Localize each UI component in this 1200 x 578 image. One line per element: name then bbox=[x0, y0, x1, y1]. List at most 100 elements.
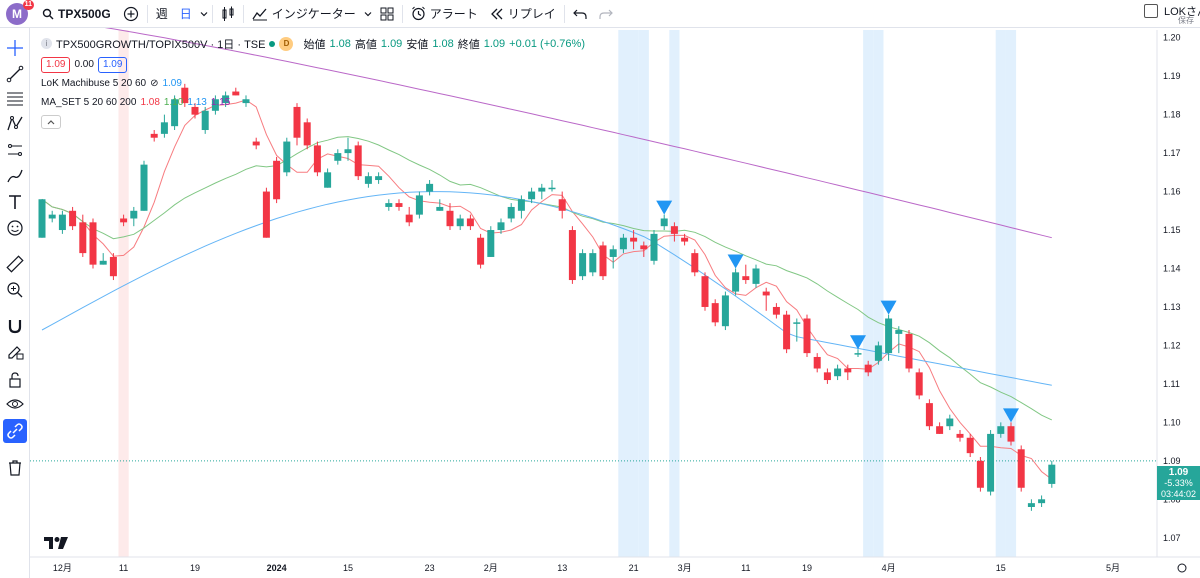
highlight-zone bbox=[628, 30, 639, 557]
brush-tool[interactable] bbox=[3, 164, 27, 188]
pattern-tool[interactable] bbox=[3, 112, 27, 136]
candle-body bbox=[242, 99, 250, 104]
price-tick-label: 1.09 bbox=[1163, 456, 1181, 466]
delayed-badge[interactable]: D bbox=[279, 36, 294, 51]
candle-body bbox=[415, 195, 423, 215]
text-tool[interactable] bbox=[3, 190, 27, 214]
candle-body bbox=[426, 183, 434, 192]
buy-price[interactable]: 1.09 bbox=[97, 56, 128, 73]
candle-body bbox=[89, 222, 97, 265]
settings-icon bbox=[1177, 563, 1187, 573]
collapse-legend-button[interactable] bbox=[41, 114, 61, 129]
text-icon bbox=[9, 195, 21, 209]
chart-legend: i TPX500GROWTH/TOPIX500V · 1日 · TSE D 始値… bbox=[41, 34, 585, 131]
candle-body bbox=[548, 187, 556, 190]
divider bbox=[146, 4, 148, 23]
candle-body bbox=[762, 291, 770, 296]
indicators-dropdown[interactable] bbox=[362, 0, 374, 28]
symbol-title[interactable]: TPX500GROWTH/TOPIX500V · 1日 · TSE bbox=[56, 38, 266, 51]
highlight-zone bbox=[1005, 30, 1017, 557]
candle-body bbox=[313, 145, 321, 173]
compare-button[interactable] bbox=[117, 0, 145, 28]
avatar-letter: M bbox=[12, 6, 22, 21]
indicators-button[interactable]: インジケーター bbox=[246, 0, 362, 28]
price-tick-label: 1.19 bbox=[1163, 71, 1181, 81]
magnet-tool[interactable] bbox=[3, 314, 27, 338]
visibility-tool[interactable] bbox=[3, 392, 27, 416]
user-avatar[interactable]: M 11 bbox=[6, 0, 34, 25]
candle-body bbox=[976, 460, 984, 488]
info-icon[interactable]: i bbox=[41, 38, 52, 49]
interval-day[interactable]: 日 bbox=[174, 0, 198, 28]
trendline-tool[interactable] bbox=[3, 62, 27, 86]
tradingview-logo[interactable] bbox=[44, 536, 68, 553]
time-tick-label: 19 bbox=[190, 563, 200, 573]
layouts-button[interactable] bbox=[374, 0, 400, 28]
divider bbox=[563, 4, 565, 23]
candle-body bbox=[874, 345, 882, 361]
account-name[interactable]: LOKさん bbox=[1164, 6, 1200, 18]
indicator-legend-2[interactable]: MA_SET 5 20 60 200 1.08 1.10 1.13 1.15 bbox=[41, 93, 585, 112]
ma200-line bbox=[41, 18, 1052, 239]
interval-dropdown[interactable] bbox=[198, 0, 210, 28]
candle-body bbox=[640, 245, 648, 250]
candle-body bbox=[956, 433, 964, 438]
indicators-label: インジケーター bbox=[271, 7, 356, 21]
candle-body bbox=[487, 230, 495, 257]
candle-body bbox=[1027, 503, 1035, 507]
high-label: 高値 bbox=[354, 38, 377, 51]
grid-icon bbox=[380, 7, 394, 20]
undo-icon bbox=[572, 9, 587, 19]
drawing-toolbar bbox=[0, 28, 30, 578]
time-tick-label: 15 bbox=[996, 563, 1006, 573]
interval-week-label: 週 bbox=[155, 7, 168, 21]
replay-button[interactable]: リプレイ bbox=[484, 0, 562, 28]
zoom-tool[interactable] bbox=[3, 278, 27, 302]
fib-tool[interactable] bbox=[3, 86, 27, 110]
eye-icon bbox=[6, 399, 24, 409]
sell-signal-marker bbox=[656, 200, 673, 215]
candle-body bbox=[558, 199, 566, 211]
alert-button[interactable]: アラート bbox=[405, 0, 484, 28]
delete-tool[interactable] bbox=[3, 456, 27, 480]
link-icon bbox=[7, 423, 23, 439]
candle-body bbox=[701, 276, 709, 307]
candle-body bbox=[742, 276, 750, 281]
candle-body bbox=[1048, 464, 1056, 484]
low-label: 安値 bbox=[406, 38, 429, 51]
crosshair-tool[interactable] bbox=[3, 36, 27, 60]
candle-body bbox=[446, 210, 454, 227]
projection-tool[interactable] bbox=[3, 138, 27, 162]
sell-signal-marker bbox=[880, 300, 897, 315]
redo-button[interactable] bbox=[593, 0, 619, 28]
save-status[interactable]: 保存 bbox=[1178, 16, 1194, 25]
candle-body bbox=[721, 295, 729, 327]
candle-body bbox=[171, 99, 179, 127]
interval-day-label: 日 bbox=[179, 7, 192, 21]
indicator-legend-1[interactable]: LoK Machibuse 5 20 60 ⊘ 1.09 bbox=[41, 74, 585, 93]
ruler-icon bbox=[6, 255, 24, 273]
account-checkbox[interactable] bbox=[1144, 4, 1158, 18]
unlock-icon bbox=[9, 372, 21, 388]
measure-tool[interactable] bbox=[3, 252, 27, 276]
candle-body bbox=[619, 237, 627, 250]
sell-price[interactable]: 1.09 bbox=[41, 56, 71, 73]
candle-body bbox=[905, 333, 913, 369]
lock-tool[interactable] bbox=[3, 368, 27, 392]
undo-button[interactable] bbox=[567, 0, 593, 28]
chart-type-button[interactable] bbox=[215, 0, 241, 28]
candle-body bbox=[283, 141, 291, 173]
emoji-tool[interactable] bbox=[3, 216, 27, 240]
fibonacci-icon bbox=[7, 92, 23, 106]
price-tag-change: -5.33% bbox=[1164, 478, 1193, 488]
interval-week[interactable]: 週 bbox=[150, 0, 174, 28]
symbol-search[interactable]: TPX500G bbox=[36, 0, 117, 28]
symbol-name: TPX500G bbox=[58, 6, 111, 21]
drawing-mode-tool[interactable] bbox=[3, 340, 27, 364]
candle-body bbox=[191, 106, 199, 115]
sync-link-tool[interactable] bbox=[3, 419, 27, 443]
high-value: 1.09 bbox=[380, 37, 403, 50]
indicator-1-value: 1.09 bbox=[162, 78, 182, 89]
candle-body bbox=[507, 206, 515, 219]
candle-body bbox=[834, 368, 842, 377]
